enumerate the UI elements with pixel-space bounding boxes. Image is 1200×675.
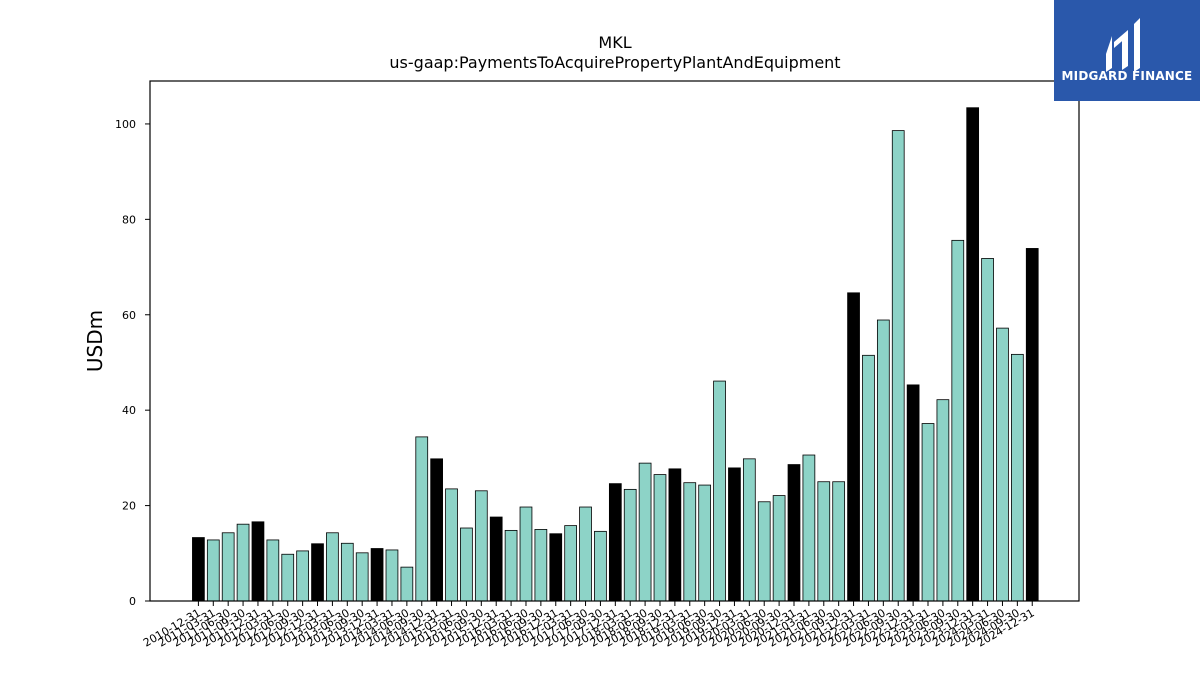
bar-2016-09-30 (534, 529, 548, 602)
bar-2015-03-31 (445, 488, 458, 602)
bar-2013-06-30 (340, 542, 354, 602)
bar-2024-06-30 (996, 327, 1009, 602)
bar-2023-09-30 (951, 239, 965, 602)
plot-frame (149, 80, 1080, 602)
bar-2012-03-31 (266, 539, 280, 602)
y-tick-label: 40 (122, 404, 136, 417)
bar-2018-06-30 (638, 462, 652, 602)
bar-2023-06-30 (936, 399, 950, 602)
y-tick-label: 60 (122, 309, 136, 322)
bar-2015-09-30 (474, 490, 488, 602)
y-axis: 0 20 40 60 80 100 (115, 118, 150, 608)
bar-2016-06-30 (519, 506, 533, 602)
bar-2021-12-31 (847, 292, 860, 602)
bar-2012-09-30 (296, 550, 309, 602)
y-tick-label: 20 (122, 500, 136, 513)
bar-2024-12-31 (1025, 248, 1039, 602)
bar-2018-09-30 (653, 474, 667, 602)
bar-2012-12-31 (311, 543, 324, 602)
bar-2014-03-31 (385, 549, 399, 602)
bar-2013-12-31 (370, 548, 384, 602)
bar-2019-12-31 (728, 467, 741, 602)
bar-2012-06-30 (281, 553, 295, 602)
chart-title: MKL (598, 33, 631, 52)
bar-2019-09-30 (713, 380, 726, 602)
bar-2011-12-31 (251, 521, 265, 602)
bar-2017-03-31 (564, 525, 578, 602)
bar-2021-09-30 (832, 481, 846, 602)
midgard-finance-logo: MIDGARD FINANCE (1054, 0, 1200, 101)
bar-2021-06-30 (817, 481, 831, 602)
y-axis-label: USDm (83, 310, 107, 372)
bar-2022-03-31 (862, 354, 875, 602)
bar-2020-06-30 (757, 501, 771, 602)
bar-2022-06-30 (876, 319, 890, 602)
bar-2020-03-31 (742, 458, 756, 602)
bar-2014-09-30 (415, 436, 429, 602)
bar-2014-06-30 (400, 566, 414, 602)
bar-2022-12-31 (906, 384, 920, 602)
logo-text: MIDGARD FINANCE (1061, 69, 1193, 83)
bar-2022-09-30 (891, 130, 905, 602)
bar-2021-03-31 (802, 454, 816, 602)
bar-2017-09-30 (594, 530, 607, 602)
bar-2018-03-31 (623, 488, 637, 602)
y-tick-label: 0 (129, 595, 136, 608)
bar-2015-06-30 (460, 527, 473, 602)
bar-2015-12-31 (489, 516, 503, 602)
bar-2016-03-31 (504, 529, 518, 602)
bar-2020-12-31 (787, 464, 801, 602)
bar-2020-09-30 (772, 495, 786, 602)
midgard-logo-icon (1106, 18, 1140, 72)
bar-2023-03-31 (921, 423, 935, 602)
bar-2016-12-31 (549, 533, 563, 602)
bar-2019-03-31 (683, 482, 697, 602)
bars-group (192, 107, 1039, 602)
chart-subtitle: us-gaap:PaymentsToAcquirePropertyPlantAn… (389, 53, 840, 72)
bar-2014-12-31 (430, 458, 443, 602)
bar-2013-09-30 (355, 552, 369, 602)
bar-2024-09-30 (1011, 353, 1024, 602)
bar-2019-06-30 (698, 484, 712, 602)
y-tick-label: 80 (122, 213, 136, 226)
bar-2024-03-31 (981, 258, 994, 602)
bar-2013-03-31 (326, 532, 339, 602)
bar-2011-06-30 (221, 532, 235, 602)
bar-2010-12-31 (192, 537, 205, 602)
y-tick-label: 100 (115, 118, 136, 131)
bar-2011-03-31 (206, 539, 220, 602)
x-axis: 2010-12-312011-03-312011-06-302011-09-30… (141, 601, 1037, 650)
bar-2017-06-30 (579, 506, 592, 602)
bar-2011-09-30 (236, 523, 250, 602)
bar-2018-12-31 (668, 468, 682, 602)
bar-2017-12-31 (608, 483, 622, 602)
bar-2023-12-31 (966, 107, 980, 602)
